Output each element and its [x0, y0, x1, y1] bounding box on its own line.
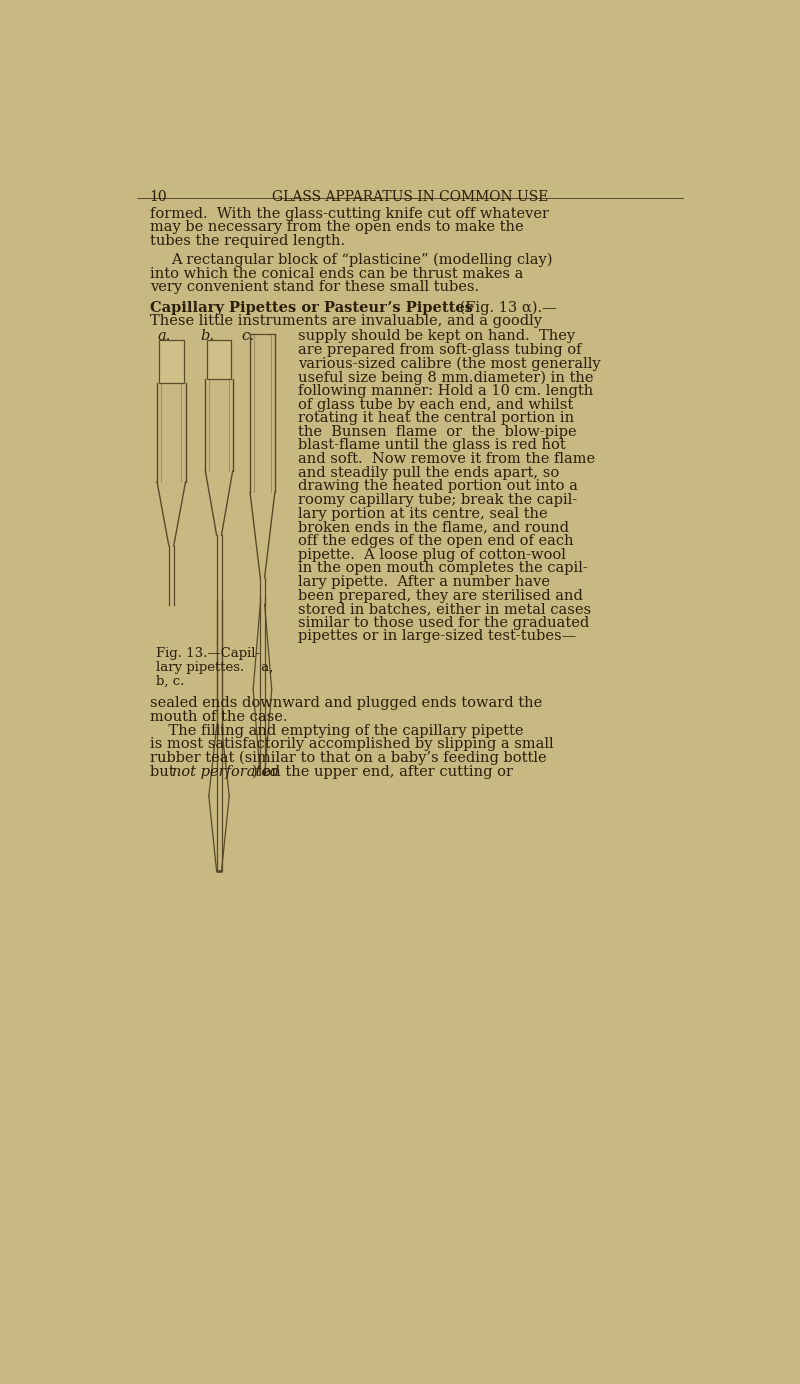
Text: but: but: [150, 764, 179, 779]
Bar: [207, 340, 230, 379]
Text: 10: 10: [150, 190, 167, 203]
Text: tubes the required length.: tubes the required length.: [150, 234, 345, 248]
Text: broken ends in the flame, and round: broken ends in the flame, and round: [298, 520, 570, 534]
Text: rotating it heat the central portion in: rotating it heat the central portion in: [298, 411, 574, 425]
Text: b, c.: b, c.: [156, 674, 184, 688]
Text: various-sized calibre (the most generally: various-sized calibre (the most generall…: [298, 357, 601, 371]
Bar: [158, 340, 184, 382]
Text: rubber teat (similar to that on a baby’s feeding bottle: rubber teat (similar to that on a baby’s…: [150, 752, 546, 765]
Text: lary portion at its centre, seal the: lary portion at its centre, seal the: [298, 507, 548, 520]
Text: and steadily pull the ends apart, so: and steadily pull the ends apart, so: [298, 466, 560, 480]
Text: pipette.  A loose plug of cotton-wool: pipette. A loose plug of cotton-wool: [298, 548, 566, 562]
Text: stored in batches, either in metal cases: stored in batches, either in metal cases: [298, 602, 591, 616]
Text: similar to those used for the graduated: similar to those used for the graduated: [298, 616, 590, 630]
Text: ) on the upper end, after cutting or: ) on the upper end, after cutting or: [252, 764, 514, 779]
Text: b.: b.: [201, 329, 214, 343]
Text: (Fig. 13 α).—: (Fig. 13 α).—: [454, 300, 556, 316]
Text: and soft.  Now remove it from the flame: and soft. Now remove it from the flame: [298, 453, 595, 466]
Text: is most satisfactorily accomplished by slipping a small: is most satisfactorily accomplished by s…: [150, 738, 554, 752]
Text: mouth of the case.: mouth of the case.: [150, 710, 287, 724]
Text: not perforated: not perforated: [173, 764, 280, 779]
Text: The filling and emptying of the capillary pipette: The filling and emptying of the capillar…: [150, 724, 523, 738]
Text: may be necessary from the open ends to make the: may be necessary from the open ends to m…: [150, 220, 523, 234]
Text: the  Bunsen  flame  or  the  blow-pipe: the Bunsen flame or the blow-pipe: [298, 425, 577, 439]
Text: pipettes or in large-sized test-tubes—: pipettes or in large-sized test-tubes—: [298, 630, 577, 644]
Text: lary pipettes.    a,: lary pipettes. a,: [156, 662, 273, 674]
Text: a.: a.: [158, 329, 171, 343]
Text: been prepared, they are sterilised and: been prepared, they are sterilised and: [298, 588, 583, 602]
Text: are prepared from soft-glass tubing of: are prepared from soft-glass tubing of: [298, 343, 582, 357]
Text: off the edges of the open end of each: off the edges of the open end of each: [298, 534, 574, 548]
Text: Capillary Pipettes or Pasteur’s Pipettes: Capillary Pipettes or Pasteur’s Pipettes: [150, 300, 473, 314]
Text: sealed ends downward and plugged ends toward the: sealed ends downward and plugged ends to…: [150, 696, 542, 710]
Text: roomy capillary tube; break the capil-: roomy capillary tube; break the capil-: [298, 493, 578, 507]
Text: blast-flame until the glass is red hot: blast-flame until the glass is red hot: [298, 439, 566, 453]
Text: These little instruments are invaluable, and a goodly: These little instruments are invaluable,…: [150, 314, 542, 328]
Text: useful size being 8 mm.diameter) in the: useful size being 8 mm.diameter) in the: [298, 371, 594, 385]
Text: GLASS APPARATUS IN COMMON USE: GLASS APPARATUS IN COMMON USE: [272, 190, 548, 203]
Text: supply should be kept on hand.  They: supply should be kept on hand. They: [298, 329, 575, 343]
Text: formed.  With the glass-cutting knife cut off whatever: formed. With the glass-cutting knife cut…: [150, 206, 549, 220]
Text: lary pipette.  After a number have: lary pipette. After a number have: [298, 574, 550, 588]
Text: of glass tube by each end, and whilst: of glass tube by each end, and whilst: [298, 397, 574, 411]
Text: into which the conical ends can be thrust makes a: into which the conical ends can be thrus…: [150, 267, 523, 281]
Text: following manner: Hold a 10 cm. length: following manner: Hold a 10 cm. length: [298, 383, 594, 399]
Text: Fig. 13.—Capil-: Fig. 13.—Capil-: [156, 648, 260, 660]
Text: in the open mouth completes the capil-: in the open mouth completes the capil-: [298, 562, 588, 576]
Text: c.: c.: [242, 329, 254, 343]
Text: drawing the heated portion out into a: drawing the heated portion out into a: [298, 479, 578, 493]
Text: very convenient stand for these small tubes.: very convenient stand for these small tu…: [150, 280, 478, 295]
Text: A rectangular block of “plasticine” (modelling clay): A rectangular block of “plasticine” (mod…: [171, 253, 553, 267]
